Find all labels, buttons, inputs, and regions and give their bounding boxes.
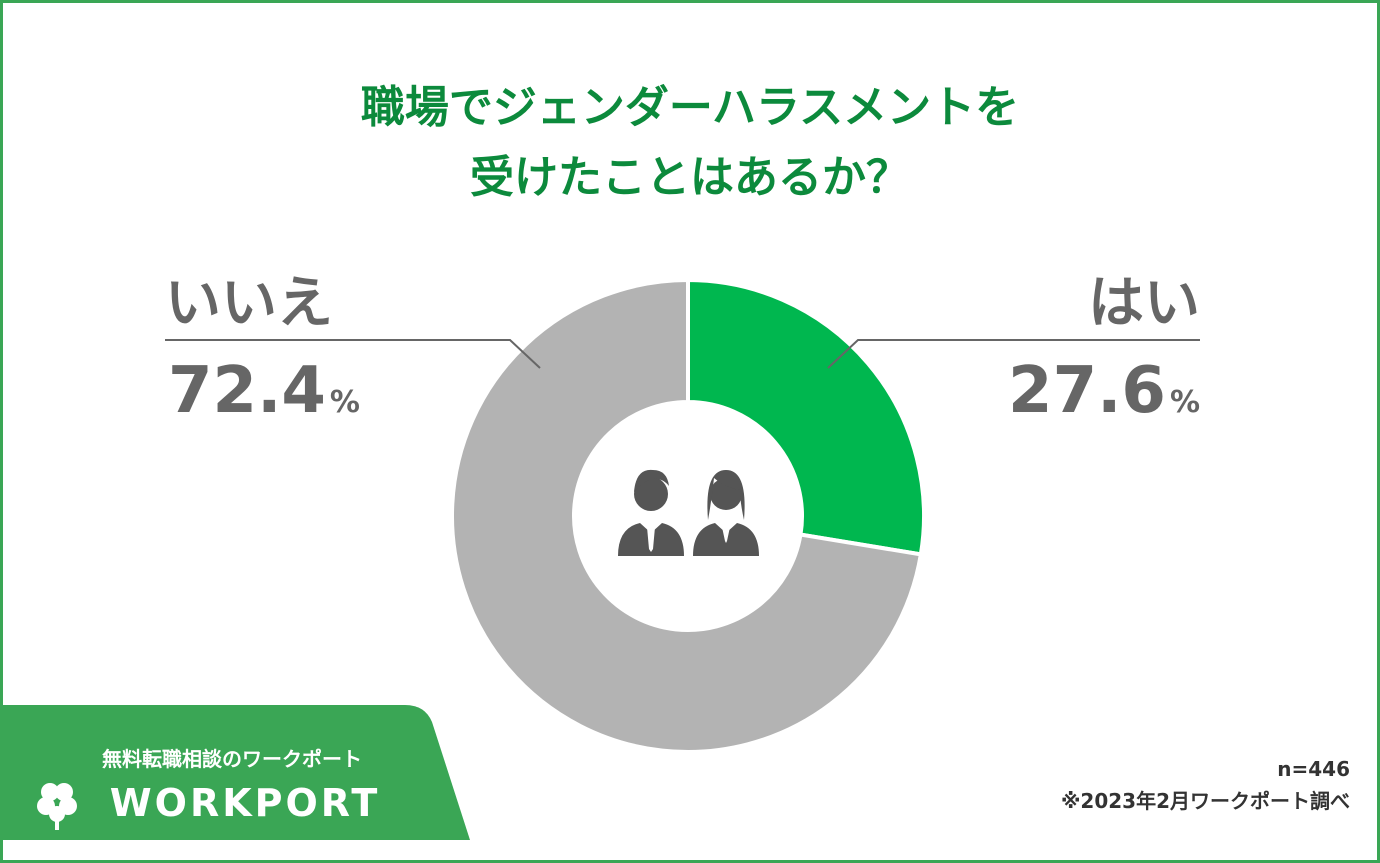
title-line: 職場でジェンダーハラスメントを: [361, 82, 1019, 133]
people-icon: [618, 469, 759, 556]
brand-clover: [37, 783, 77, 830]
donut: [450, 277, 926, 754]
value-unit: %: [330, 385, 360, 420]
value-number: 27.6: [1008, 354, 1166, 428]
leader-line: [165, 339, 541, 369]
category-label: はい: [1088, 271, 1200, 336]
title-line: 受けたことはあるか？: [470, 152, 910, 203]
leader-line: [827, 339, 1200, 369]
sample-size: n=446: [1277, 757, 1350, 781]
people-icon-detail: [647, 527, 730, 552]
donut-segment: [450, 277, 924, 754]
donut-segment: [686, 277, 926, 557]
brand-name: WORKPORT: [110, 781, 381, 825]
value-label: 72.4%: [168, 354, 360, 428]
value-number: 72.4: [168, 354, 326, 428]
source-note: ※2023年2月ワークポート調べ: [1061, 789, 1350, 813]
category-label: いいえ: [165, 271, 333, 336]
value-unit: %: [1170, 385, 1200, 420]
brand-block: [0, 705, 470, 840]
brand-tagline: 無料転職相談のワークポート: [102, 747, 362, 771]
value-label: 27.6%: [1008, 354, 1200, 428]
